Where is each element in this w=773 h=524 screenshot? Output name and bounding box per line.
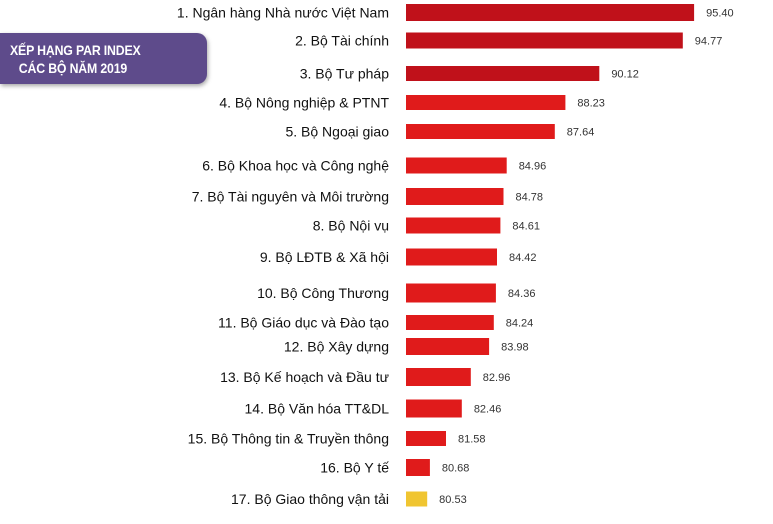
value-label: 84.96: [519, 161, 547, 173]
bar: [406, 459, 430, 476]
chart-title-line-1: XẾP HẠNG PAR INDEX: [10, 41, 141, 58]
value-label: 83.98: [501, 342, 529, 354]
category-label: 6. Bộ Khoa học và Công nghệ: [202, 158, 389, 174]
bar: [406, 248, 497, 266]
category-label: 14. Bộ Văn hóa TT&DL: [245, 401, 390, 417]
category-label: 3. Bộ Tư pháp: [300, 66, 389, 82]
value-label: 94.77: [695, 36, 723, 48]
category-label: 7. Bộ Tài nguyên và Môi trường: [192, 189, 389, 205]
category-label: 11. Bộ Giáo dục và Đào tạo: [218, 315, 389, 331]
category-label: 1. Ngân hàng Nhà nước Việt Nam: [177, 5, 389, 21]
bar: [406, 32, 683, 49]
value-label: 84.78: [515, 192, 543, 204]
category-label: 2. Bộ Tài chính: [295, 33, 389, 49]
value-label: 80.53: [439, 494, 467, 506]
category-label: 13. Bộ Kế hoạch và Đầu tư: [220, 369, 389, 385]
value-label: 88.23: [577, 98, 605, 110]
value-label: 95.40: [706, 8, 734, 20]
value-label: 82.46: [474, 404, 502, 416]
value-label: 90.12: [611, 69, 639, 81]
value-label: 84.36: [508, 288, 536, 300]
category-label: 17. Bộ Giao thông vận tải: [231, 491, 389, 507]
value-label: 84.61: [512, 221, 540, 233]
bar: [406, 399, 462, 418]
category-label: 5. Bộ Ngoại giao: [285, 124, 389, 140]
bar: [406, 95, 566, 110]
bar: [406, 491, 428, 507]
chart-title-box: XẾP HẠNG PAR INDEX CÁC BỘ NĂM 2019: [0, 33, 207, 84]
value-label: 87.64: [567, 127, 595, 139]
value-label: 80.68: [442, 463, 470, 475]
value-label: 84.42: [509, 252, 537, 264]
category-label: 8. Bộ Nội vụ: [313, 218, 389, 234]
bar: [406, 368, 471, 386]
bar: [406, 283, 496, 303]
bar: [406, 315, 494, 330]
bar: [406, 66, 600, 81]
category-label: 10. Bộ Công Thương: [257, 285, 389, 301]
bar: [406, 217, 501, 234]
category-label: 16. Bộ Y tế: [320, 460, 389, 476]
bar: [406, 157, 507, 174]
value-label: 84.24: [506, 318, 534, 330]
category-label: 15. Bộ Thông tin & Truyền thông: [188, 431, 389, 447]
category-label: 4. Bộ Nông nghiệp & PTNT: [219, 95, 389, 111]
bar: [406, 188, 504, 205]
bar: [406, 431, 446, 446]
value-label: 81.58: [458, 434, 486, 446]
category-label: 9. Bộ LĐTB & Xã hội: [260, 249, 389, 265]
category-label: 12. Bộ Xây dựng: [284, 339, 389, 355]
chart-title-line-2: CÁC BỘ NĂM 2019: [18, 59, 128, 76]
bar: [406, 124, 555, 139]
bar: [406, 4, 695, 21]
bar: [406, 338, 490, 355]
value-label: 82.96: [483, 372, 511, 384]
